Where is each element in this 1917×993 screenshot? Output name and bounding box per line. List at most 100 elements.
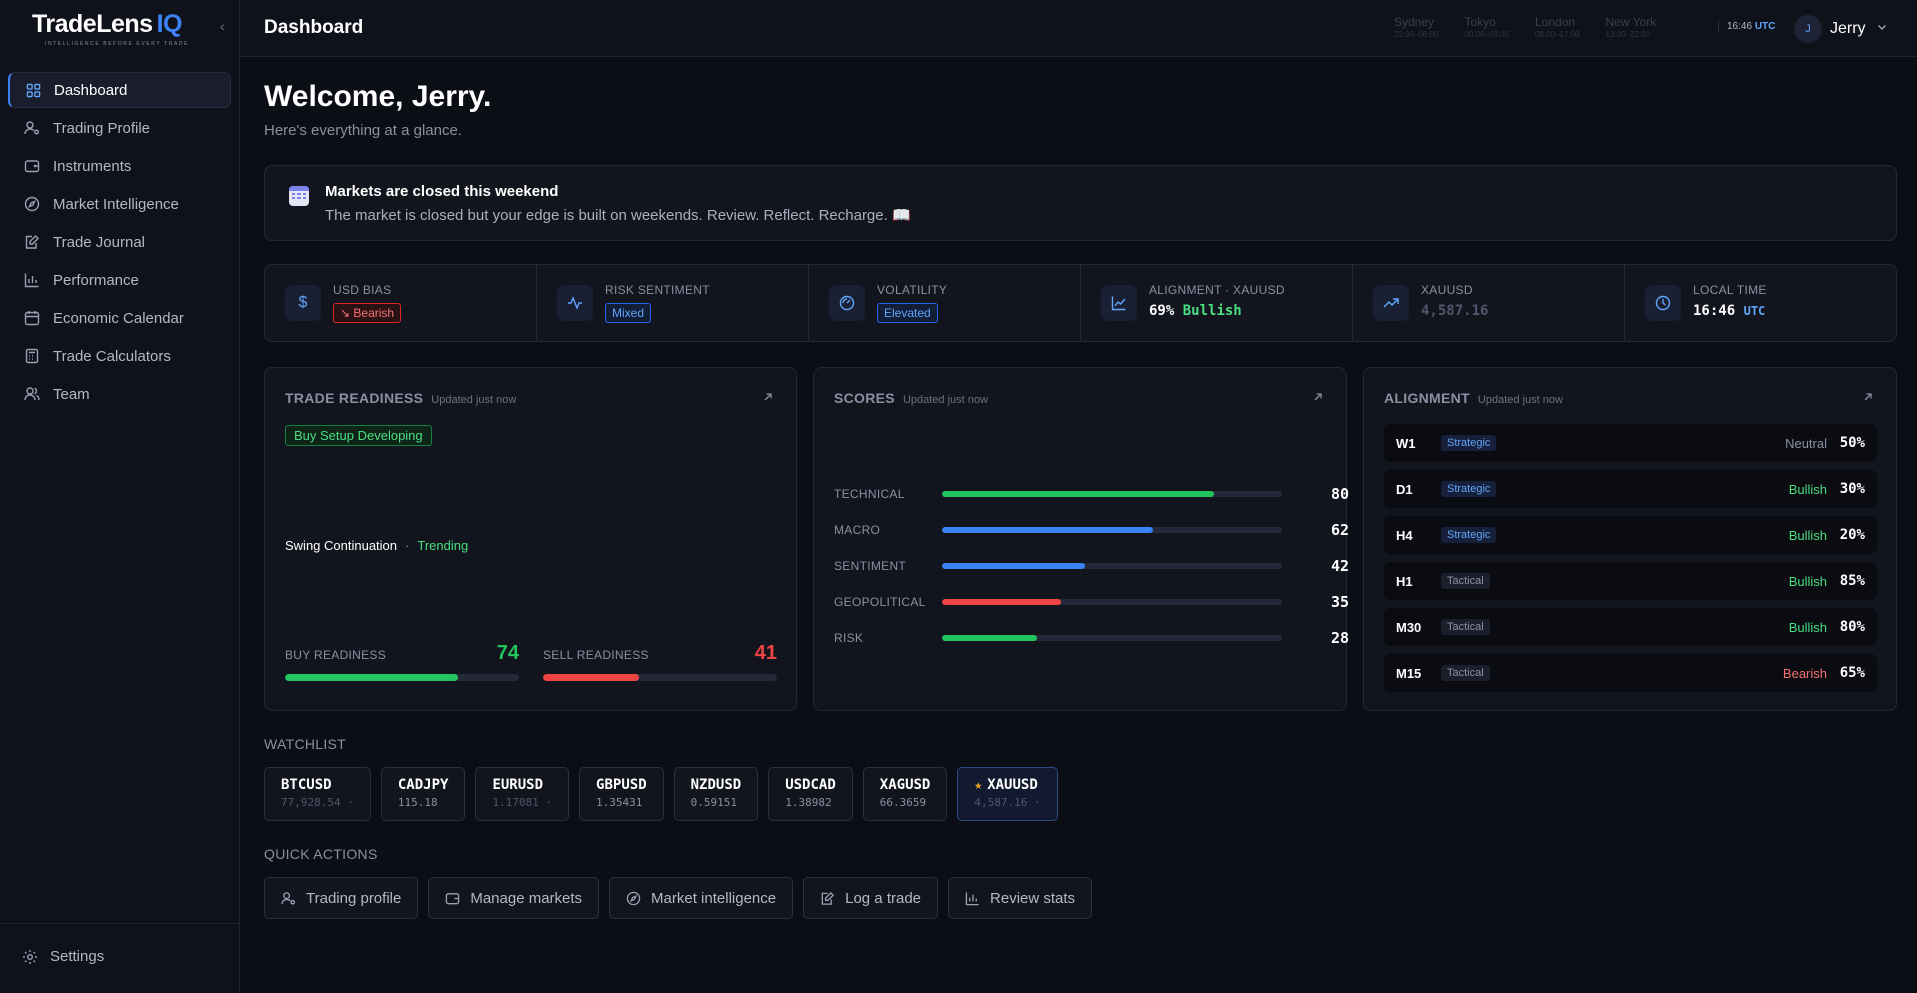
grid-icon bbox=[24, 81, 42, 99]
score-value: 28 bbox=[1330, 629, 1349, 647]
alignment-row: M30 Tactical Bullish 80% bbox=[1384, 608, 1877, 646]
score-bar bbox=[942, 563, 1085, 569]
stat-alignment: ALIGNMENT · XAUUSD 69% Bullish bbox=[1081, 265, 1353, 341]
watchlist-item-xauusd[interactable]: ★ XAUUSD 4,587.16 · bbox=[957, 767, 1058, 821]
card-title: TRADE READINESS bbox=[285, 390, 424, 406]
manage-markets-button[interactable]: Manage markets bbox=[428, 877, 600, 919]
log-trade-button[interactable]: Log a trade bbox=[803, 877, 939, 919]
collapse-sidebar-icon[interactable]: ‹ bbox=[220, 18, 225, 34]
stat-risk-sentiment: RISK SENTIMENT Mixed bbox=[537, 265, 809, 341]
alignment-percent: 50% bbox=[1839, 435, 1865, 451]
score-track bbox=[942, 563, 1282, 569]
watchlist-price: 4,587.16 · bbox=[974, 796, 1041, 809]
dollar-icon: $ bbox=[285, 285, 321, 321]
header-clock: 16:46 UTC bbox=[1718, 21, 1775, 32]
market-stats-bar: $ USD BIAS ↘ Bearish RISK SENTIMENT Mixe… bbox=[264, 264, 1897, 342]
watchlist-item-btcusd[interactable]: BTCUSD 77,928.54 · bbox=[264, 767, 371, 821]
score-track bbox=[942, 491, 1282, 497]
score-row: TECHNICAL 80 bbox=[834, 476, 1349, 512]
sidebar-item-trade-calculators[interactable]: Trade Calculators bbox=[8, 338, 231, 374]
journal-edit-icon bbox=[23, 233, 41, 251]
watchlist-symbol: USDCAD bbox=[785, 777, 836, 793]
sidebar-item-trade-journal[interactable]: Trade Journal bbox=[8, 224, 231, 260]
score-list: TECHNICAL 80 MACRO 62 SENTIMENT 42 GEOPOLITICA… bbox=[834, 476, 1349, 656]
open-external-icon[interactable] bbox=[762, 390, 774, 408]
wallet-icon bbox=[445, 891, 460, 906]
session-london: London 08:00–17:00 bbox=[1535, 15, 1580, 39]
sidebar-item-trading-profile[interactable]: Trading Profile bbox=[8, 110, 231, 146]
watchlist-item-nzdusd[interactable]: NZDUSD 0.59151 bbox=[673, 767, 759, 821]
user-menu[interactable]: J Jerry bbox=[1794, 15, 1888, 43]
sidebar-item-dashboard[interactable]: Dashboard bbox=[8, 72, 231, 108]
sell-readiness: SELL READINESS 41 bbox=[543, 642, 777, 681]
clock-icon bbox=[1645, 285, 1681, 321]
score-track bbox=[942, 599, 1282, 605]
score-row: SENTIMENT 42 bbox=[834, 548, 1349, 584]
stat-usd-bias: $ USD BIAS ↘ Bearish bbox=[265, 265, 537, 341]
sidebar-item-label: Trade Calculators bbox=[53, 347, 171, 365]
sidebar-item-settings[interactable]: Settings bbox=[22, 948, 104, 965]
score-label: GEOPOLITICAL bbox=[834, 595, 926, 609]
score-bar bbox=[942, 491, 1214, 497]
sidebar-item-label: Team bbox=[53, 385, 90, 403]
timeframe-tag: Strategic bbox=[1441, 481, 1497, 497]
sidebar-item-team[interactable]: Team bbox=[8, 376, 231, 412]
alignment-percent: 80% bbox=[1839, 619, 1865, 635]
watchlist-price: 66.3659 bbox=[879, 796, 927, 809]
card-title: SCORES bbox=[834, 390, 895, 406]
open-external-icon[interactable] bbox=[1862, 390, 1874, 408]
sidebar: TradeLens IQ INTELLIGENCE BEFORE EVERY TR… bbox=[0, 0, 240, 993]
sidebar-footer: Settings bbox=[0, 923, 240, 993]
alignment-direction: Bearish bbox=[1782, 665, 1827, 681]
usd-bias-badge: ↘ Bearish bbox=[333, 303, 402, 323]
timeframe-label: M30 bbox=[1396, 619, 1422, 635]
alignment-direction: Neutral bbox=[1785, 435, 1827, 451]
watchlist-symbol-text: CADJPY bbox=[397, 777, 449, 793]
brand-logo[interactable]: TradeLens IQ INTELLIGENCE BEFORE EVERY TR… bbox=[32, 10, 202, 50]
sidebar-item-market-intelligence[interactable]: Market Intelligence bbox=[8, 186, 231, 222]
score-track bbox=[942, 635, 1282, 641]
team-icon bbox=[23, 385, 41, 403]
timeframe-label: H4 bbox=[1396, 527, 1413, 543]
watchlist-symbol: ★ XAUUSD bbox=[974, 777, 1040, 793]
watchlist-item-gbpusd[interactable]: GBPUSD 1.35431 bbox=[579, 767, 664, 821]
avatar: J bbox=[1794, 15, 1822, 43]
watchlist-symbol-text: GBPUSD bbox=[596, 777, 647, 793]
card-updated: Updated just now bbox=[431, 394, 517, 406]
wallet-icon bbox=[23, 157, 41, 175]
watchlist-price: 1.35431 bbox=[596, 796, 643, 809]
watchlist-item-cadjpy[interactable]: CADJPY 115.18 bbox=[380, 767, 466, 821]
watchlist-item-eurusd[interactable]: EURUSD 1.17081 · bbox=[475, 767, 570, 821]
score-label: RISK bbox=[834, 631, 864, 645]
watchlist-price: 1.38982 bbox=[785, 796, 832, 809]
sidebar-item-instruments[interactable]: Instruments bbox=[8, 148, 231, 184]
alignment-direction: Bullish bbox=[1788, 527, 1827, 543]
open-external-icon[interactable] bbox=[1312, 390, 1324, 408]
quick-actions: Trading profile Manage markets Market in… bbox=[264, 877, 1093, 919]
compass-icon bbox=[23, 195, 41, 213]
sidebar-item-performance[interactable]: Performance bbox=[8, 262, 231, 298]
timeframe-label: W1 bbox=[1396, 435, 1416, 451]
user-name: Jerry bbox=[1830, 20, 1866, 37]
sidebar-item-label: Instruments bbox=[53, 157, 132, 175]
market-intelligence-button[interactable]: Market intelligence bbox=[609, 877, 794, 919]
stat-xauusd: XAUUSD 4,587.16 bbox=[1353, 265, 1625, 341]
timeframe-label: H1 bbox=[1396, 573, 1413, 589]
sidebar-item-economic-calendar[interactable]: Economic Calendar bbox=[8, 300, 231, 336]
alignment-direction: Bullish bbox=[1788, 481, 1827, 497]
watchlist-item-usdcad[interactable]: USDCAD 1.38982 bbox=[768, 767, 853, 821]
trading-profile-button[interactable]: Trading profile bbox=[264, 877, 419, 919]
setup-badge: Buy Setup Developing bbox=[285, 425, 432, 446]
calendar-icon bbox=[23, 309, 41, 327]
watchlist-symbol-text: EURUSD bbox=[492, 777, 544, 793]
market-sessions: Sydney 22:00–06:00 Tokyo 00:00–09:00 Lon… bbox=[1394, 15, 1656, 39]
review-stats-button[interactable]: Review stats bbox=[948, 877, 1093, 919]
buy-readiness-bar bbox=[285, 674, 459, 681]
quick-actions-label: QUICK ACTIONS bbox=[264, 846, 378, 862]
watchlist-symbol-text: XAGUSD bbox=[879, 777, 931, 793]
watchlist-item-xagusd[interactable]: XAGUSD 66.3659 bbox=[862, 767, 948, 821]
user-settings-icon bbox=[23, 119, 41, 137]
watchlist-price: 1.17081 · bbox=[492, 796, 553, 809]
alignment-row: H1 Tactical Bullish 85% bbox=[1384, 562, 1877, 600]
alignment-direction: Bullish bbox=[1788, 573, 1827, 589]
